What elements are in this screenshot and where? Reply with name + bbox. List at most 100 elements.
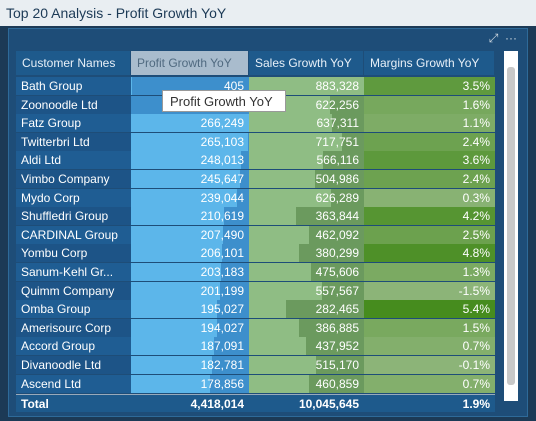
margin-bg (364, 151, 495, 170)
value-cell: 460,859 (315, 376, 359, 391)
row-bg (16, 188, 131, 207)
value-cell: 210,619 (200, 209, 244, 224)
value-cell: 475,606 (315, 265, 359, 279)
margin-bg (364, 356, 495, 374)
name-cell: Shuffledri Group (21, 209, 109, 224)
name-cell: Amerisourc Corp (21, 320, 112, 335)
profit-bar (131, 356, 212, 374)
value-cell: 626,289 (315, 190, 359, 205)
row-bg (16, 263, 131, 281)
sales-bar (249, 225, 310, 244)
margin-bg (364, 95, 495, 114)
value-cell: 386,885 (315, 320, 359, 335)
value-cell: 504,986 (315, 172, 359, 186)
row-bg (16, 374, 131, 393)
name-cell: Bath Group (21, 79, 83, 93)
margin-bg (364, 188, 495, 207)
value-cell: 2.4% (462, 134, 490, 149)
value-cell: 195,027 (200, 302, 244, 317)
value-cell: 3.5% (462, 79, 490, 93)
margin-bg (364, 170, 495, 188)
margin-bg (364, 207, 495, 226)
name-cell: Sanum-Kehl Gr... (21, 265, 114, 279)
value-cell: 265,103 (200, 134, 244, 149)
name-cell: Accord Group (21, 339, 96, 354)
profit-bar (131, 170, 240, 188)
total-cell: 4,418,014 (131, 394, 249, 412)
total-cell: 10,045,645 (249, 394, 364, 412)
value-cell: 437,952 (315, 339, 359, 354)
value-cell: 0.3% (462, 190, 490, 205)
column-header[interactable]: Profit Growth YoY (131, 51, 248, 75)
tooltip: Profit Growth YoY (162, 90, 286, 112)
name-cell: Vimbo Company (21, 172, 110, 186)
total-cell: 1.9% (364, 394, 495, 412)
value-cell: 207,490 (200, 227, 244, 242)
row-bg (16, 337, 131, 356)
value-cell: 239,044 (200, 190, 244, 205)
value-cell: 203,183 (200, 265, 244, 279)
value-cell: 363,844 (315, 209, 359, 224)
name-cell: Omba Group (21, 302, 91, 317)
margin-bg (364, 318, 495, 337)
profit-bar (131, 281, 221, 300)
sales-bar (249, 263, 311, 281)
margin-bg (364, 77, 495, 95)
value-cell: 182,781 (200, 358, 244, 372)
margin-bg (364, 114, 495, 133)
total-cell: Total (16, 394, 131, 412)
column-header[interactable]: Customer Names (16, 51, 130, 75)
sales-bar (249, 244, 299, 263)
value-cell: 245,647 (200, 172, 244, 186)
margin-bg (364, 300, 495, 319)
value-cell: 5.4% (462, 302, 490, 317)
value-cell: 0.7% (462, 339, 490, 354)
row-bg (16, 77, 131, 95)
sales-bar (249, 132, 343, 151)
sales-bar (249, 356, 317, 374)
sales-bar (249, 318, 300, 337)
margin-bg (364, 281, 495, 300)
sales-bar (249, 281, 322, 300)
row-bg (16, 95, 131, 114)
profit-bar (131, 318, 217, 337)
row-bg (16, 225, 131, 244)
value-cell: 1.6% (462, 97, 490, 112)
value-cell: 194,027 (200, 320, 244, 335)
column-header[interactable]: Margins Growth YoY (364, 51, 494, 75)
row-bg (16, 244, 131, 263)
row-bg (16, 356, 131, 374)
value-cell: -1.5% (458, 283, 490, 298)
row-bg (16, 151, 131, 170)
value-cell: 883,328 (315, 79, 359, 93)
name-cell: Yombu Corp (21, 246, 88, 261)
value-cell: -0.1% (458, 358, 490, 372)
value-cell: 1.5% (462, 320, 490, 335)
value-cell: 717,751 (315, 134, 359, 149)
value-cell: 3.6% (462, 153, 490, 168)
value-cell: 515,170 (315, 358, 359, 372)
row-bg (16, 132, 131, 151)
sales-bar (249, 170, 315, 188)
sales-bar (249, 207, 297, 226)
visual-icons[interactable]: ⤢ ··· (488, 31, 517, 45)
profit-bar (131, 244, 223, 263)
name-cell: Mydo Corp (21, 190, 80, 205)
name-cell: Zoonoodle Ltd (21, 97, 98, 112)
value-cell: 4.2% (462, 209, 490, 224)
value-cell: 4.8% (462, 246, 490, 261)
sales-bar (249, 337, 307, 356)
value-cell: 206,101 (200, 246, 244, 261)
scroll-thumb[interactable] (507, 67, 515, 385)
value-cell: 557,567 (315, 283, 359, 298)
column-header[interactable]: Sales Growth YoY (249, 51, 363, 75)
profit-bar (131, 300, 218, 319)
name-cell: Twitterbri Ltd (21, 134, 90, 149)
profit-bar (131, 263, 222, 281)
row-bg (16, 300, 131, 319)
value-cell: 637,311 (316, 116, 360, 131)
value-cell: 405 (223, 79, 244, 93)
row-bg (16, 318, 131, 337)
name-cell: Ascend Ltd (21, 376, 82, 391)
value-cell: 1.3% (462, 265, 490, 279)
